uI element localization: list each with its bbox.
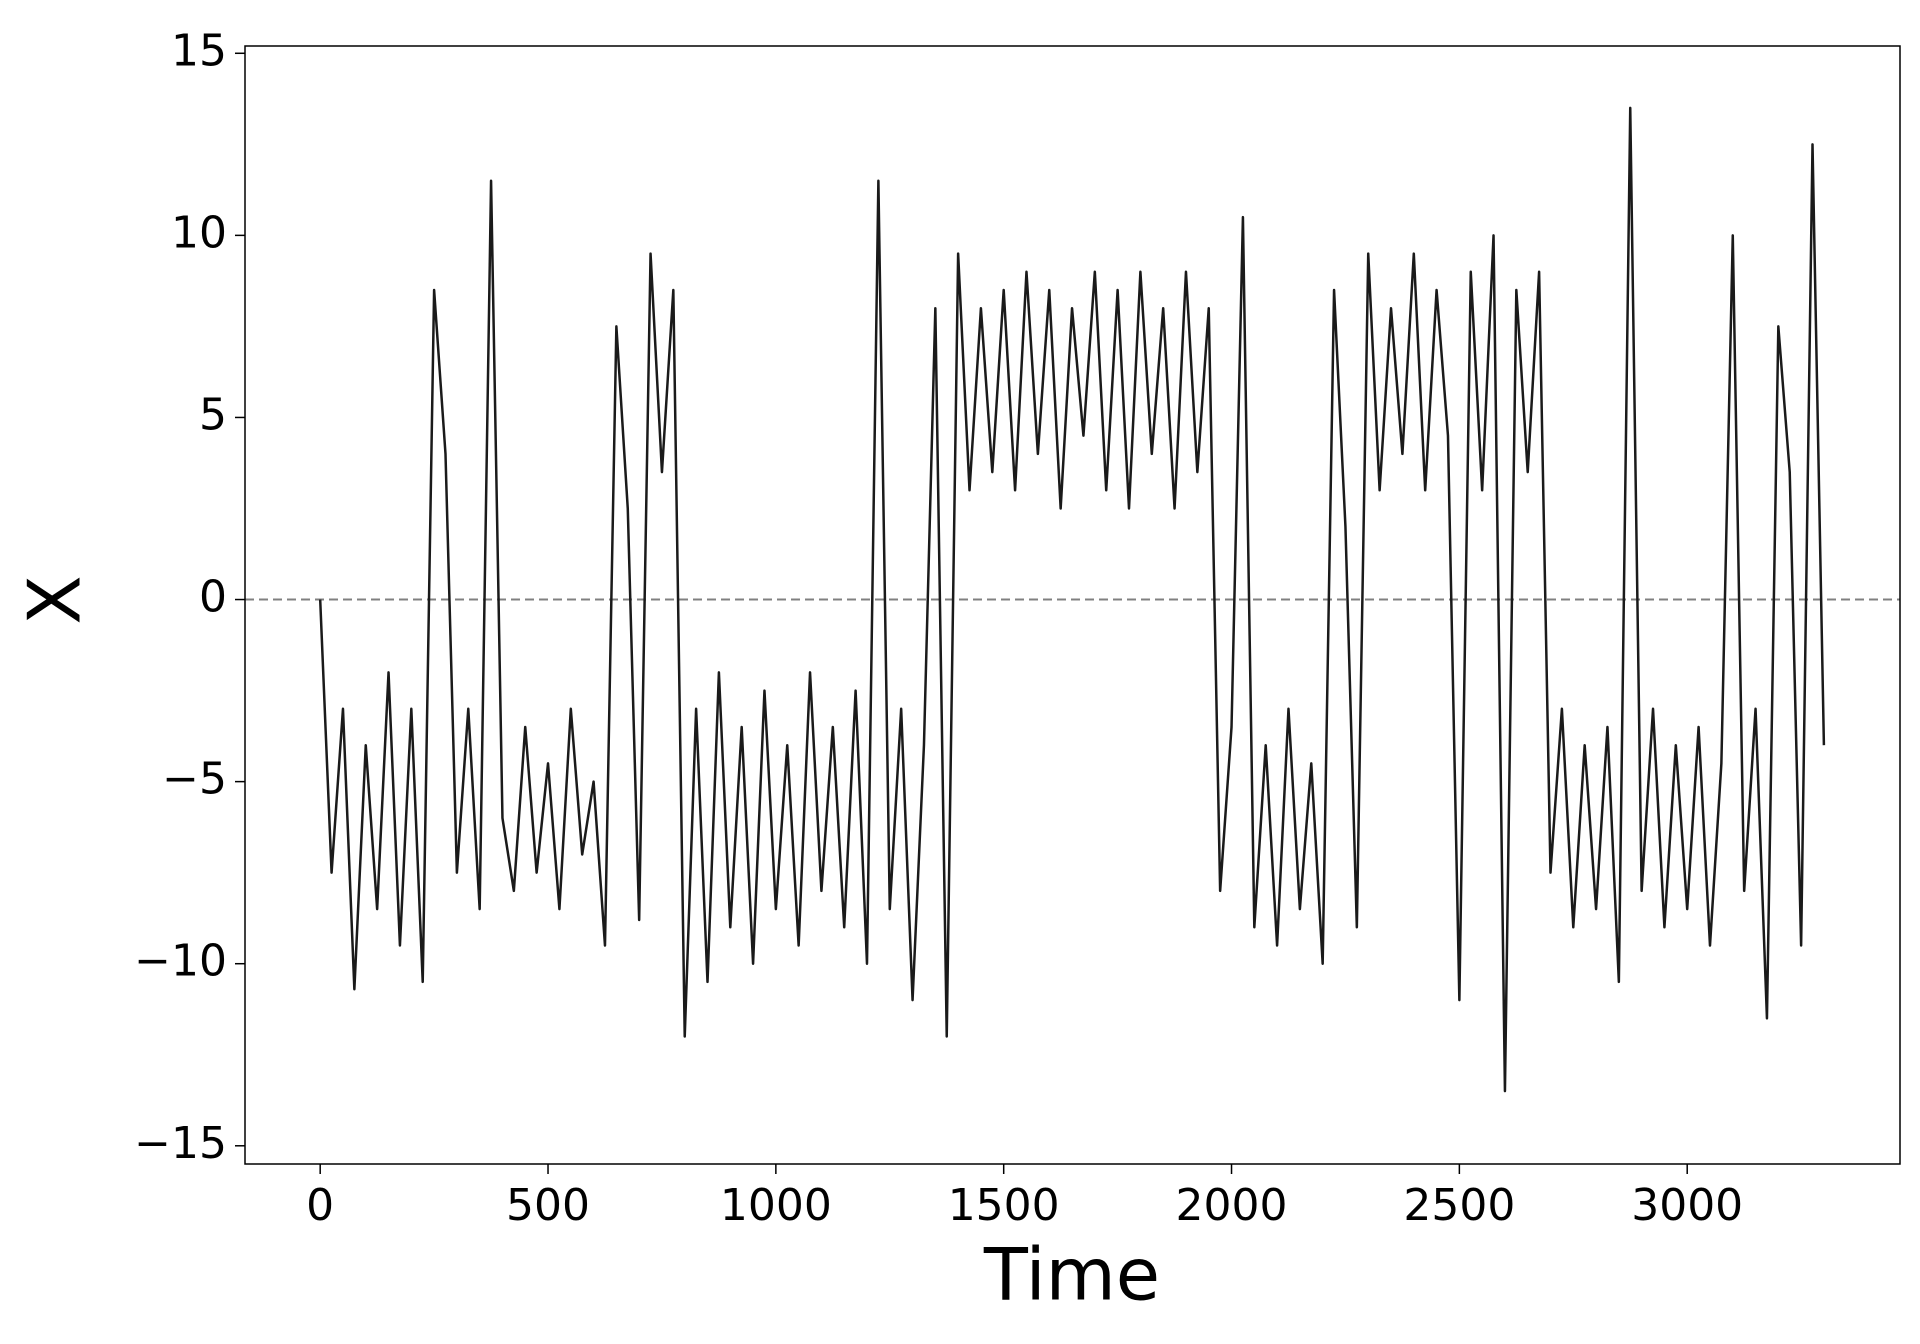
y-tick-label: 10 (171, 207, 227, 258)
x-tick-label: 2500 (1403, 1180, 1515, 1231)
y-tick-label: −15 (134, 1118, 227, 1169)
y-tick-label: 0 (199, 572, 227, 623)
y-tick-label: 5 (199, 389, 227, 440)
x-tick-label: 2000 (1176, 1180, 1288, 1231)
y-tick-label: 15 (171, 25, 227, 76)
x-axis-label: Time (983, 1233, 1160, 1317)
x-tick-label: 1000 (720, 1180, 832, 1231)
y-tick-label: −5 (162, 754, 227, 805)
y-tick-label: −10 (134, 936, 227, 987)
x-tick-label: 0 (306, 1180, 334, 1231)
data-line (318, 106, 1826, 1093)
plot-frame (244, 45, 1901, 1165)
x-tick-label: 500 (506, 1180, 590, 1231)
x-tick-label: 3000 (1631, 1180, 1743, 1231)
x-tick-label: 1500 (948, 1180, 1060, 1231)
y-axis-label: X (13, 575, 97, 624)
